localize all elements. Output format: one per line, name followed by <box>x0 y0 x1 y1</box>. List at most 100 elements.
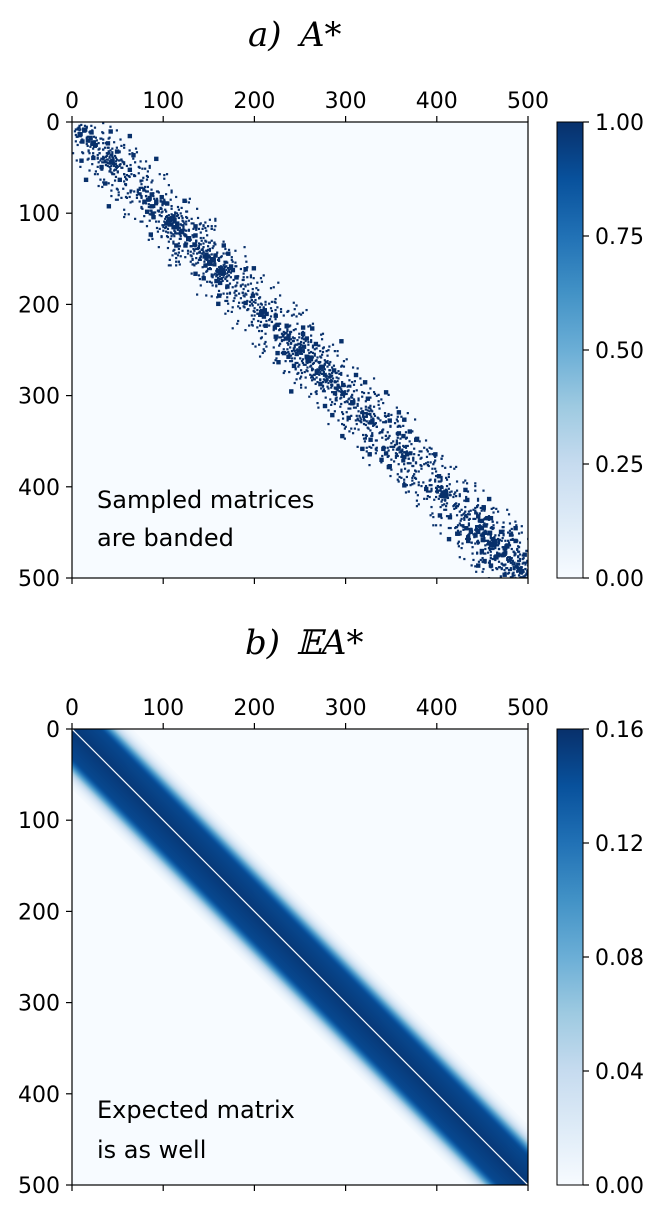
matrix-entry <box>442 490 445 493</box>
matrix-entry <box>348 430 351 433</box>
matrix-entry <box>128 149 131 152</box>
matrix-entry <box>414 470 418 473</box>
matrix-entry <box>510 557 513 560</box>
matrix-entry <box>276 306 279 309</box>
matrix-entry <box>165 221 169 224</box>
matrix-entry <box>229 271 232 274</box>
matrix-entry <box>204 221 207 224</box>
matrix-entry <box>377 403 380 407</box>
matrix-entry <box>133 173 136 177</box>
matrix-entry <box>414 418 417 421</box>
x-tick-label: 200 <box>233 696 275 721</box>
matrix-entry <box>364 408 367 411</box>
matrix-entry <box>219 256 222 259</box>
matrix-entry <box>221 271 224 274</box>
matrix-entry <box>220 268 223 272</box>
matrix-entry <box>261 312 264 315</box>
matrix-entry <box>74 133 77 137</box>
matrix-entry <box>480 535 483 538</box>
y-tick-label: 100 <box>18 202 60 227</box>
matrix-entry <box>488 561 491 564</box>
matrix-entry <box>200 239 203 242</box>
matrix-entry <box>195 226 198 230</box>
matrix-entry <box>269 307 273 310</box>
matrix-entry <box>373 392 377 396</box>
matrix-entry <box>312 378 315 381</box>
matrix-entry <box>467 527 471 531</box>
matrix-entry <box>382 421 385 424</box>
matrix-entry <box>214 217 217 220</box>
matrix-entry <box>120 158 123 161</box>
matrix-entry <box>500 567 503 570</box>
matrix-entry <box>396 431 402 436</box>
matrix-entry <box>341 417 345 420</box>
matrix-entry <box>311 322 315 325</box>
matrix-entry <box>272 346 275 349</box>
matrix-entry <box>396 478 399 481</box>
matrix-entry <box>280 332 284 335</box>
matrix-entry <box>395 406 398 409</box>
matrix-entry <box>481 570 484 573</box>
matrix-entry <box>173 248 176 251</box>
matrix-entry <box>286 333 291 338</box>
matrix-entry <box>218 270 222 273</box>
matrix-entry <box>150 181 153 184</box>
matrix-entry <box>206 269 209 272</box>
matrix-entry <box>346 385 349 388</box>
matrix-entry <box>139 160 142 163</box>
matrix-entry <box>387 465 390 469</box>
matrix-entry <box>197 258 201 261</box>
matrix-entry <box>390 468 393 471</box>
matrix-entry <box>502 521 505 524</box>
matrix-entry <box>206 259 210 262</box>
matrix-entry <box>310 340 313 344</box>
matrix-entry <box>313 373 316 376</box>
matrix-entry <box>333 350 336 353</box>
matrix-entry <box>331 374 334 377</box>
matrix-entry <box>260 303 263 306</box>
colorbar-tick-label: 0.00 <box>595 1174 644 1199</box>
matrix-entry <box>108 152 111 155</box>
matrix-entry <box>199 255 202 258</box>
matrix-entry <box>202 246 205 249</box>
matrix-entry <box>165 210 168 213</box>
matrix-entry <box>440 475 443 479</box>
matrix-entry <box>144 194 148 198</box>
matrix-entry <box>138 188 141 191</box>
matrix-entry <box>361 410 364 413</box>
matrix-entry <box>150 211 155 216</box>
matrix-entry <box>382 445 385 448</box>
matrix-entry <box>206 234 209 237</box>
matrix-entry <box>486 543 489 546</box>
matrix-entry <box>320 356 323 359</box>
matrix-entry <box>345 392 348 396</box>
matrix-entry <box>148 166 151 169</box>
matrix-entry <box>393 460 396 463</box>
matrix-entry <box>304 376 307 379</box>
matrix-entry <box>502 546 507 551</box>
matrix-entry <box>316 372 319 375</box>
matrix-entry <box>465 515 469 519</box>
matrix-entry <box>264 311 269 317</box>
matrix-entry <box>316 356 319 359</box>
matrix-entry <box>507 513 511 516</box>
matrix-entry <box>393 443 397 447</box>
matrix-entry <box>79 134 82 137</box>
matrix-entry <box>205 249 208 252</box>
matrix-entry <box>169 264 172 267</box>
matrix-entry <box>185 220 188 223</box>
matrix-entry <box>403 478 406 481</box>
matrix-entry <box>472 508 475 511</box>
matrix-entry <box>206 280 209 283</box>
matrix-entry <box>429 461 432 464</box>
matrix-entry <box>289 324 292 327</box>
matrix-entry <box>281 334 284 337</box>
matrix-entry <box>424 488 428 491</box>
matrix-entry <box>109 159 112 162</box>
matrix-entry <box>362 391 366 395</box>
matrix-entry <box>210 225 213 228</box>
matrix-entry <box>335 399 338 402</box>
matrix-entry <box>170 189 173 192</box>
matrix-entry <box>197 251 201 254</box>
matrix-entry <box>243 267 248 272</box>
